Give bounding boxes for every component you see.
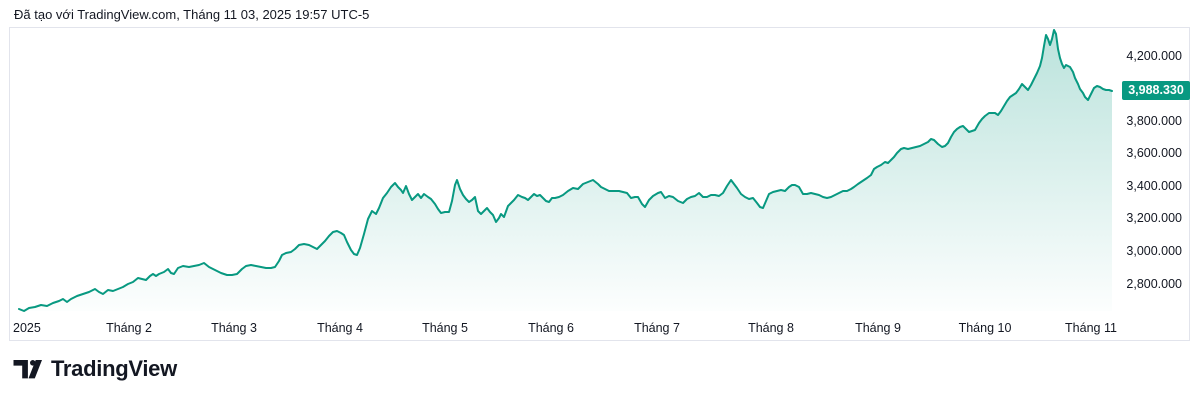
- last-price-badge: 3,988.330: [1122, 81, 1190, 100]
- x-axis-label: Tháng 8: [748, 321, 794, 335]
- x-axis-label: Tháng 4: [317, 321, 363, 335]
- x-axis-label: Tháng 10: [958, 321, 1012, 335]
- x-axis-label: Tháng 5: [422, 321, 468, 335]
- y-axis-label: 3,800.000: [1126, 114, 1182, 128]
- attribution-link[interactable]: Đã tạo với TradingView.com, Tháng 11 03,…: [14, 7, 370, 22]
- x-axis-label: Tháng 2: [106, 321, 152, 335]
- x-axis-label: Tháng 9: [855, 321, 901, 335]
- tradingview-logo-text: TradingView: [51, 356, 177, 381]
- tradingview-logo-icon: [13, 359, 42, 378]
- x-axis-label: Tháng 7: [634, 321, 680, 335]
- x-axis-label: Tháng 11: [1065, 321, 1117, 335]
- tradingview-logo-link[interactable]: TradingView: [13, 355, 177, 383]
- y-axis-label: 3,600.000: [1126, 146, 1182, 160]
- price-chart-plot-area[interactable]: [10, 28, 1189, 340]
- y-axis-label: 3,000.000: [1126, 244, 1182, 258]
- y-axis-label: 3,200.000: [1126, 211, 1182, 225]
- chart-widget-frame: 4,200.000 3,800.000 3,600.000 3,400.000 3,20…: [9, 27, 1190, 341]
- y-axis-label: 2,800.000: [1126, 277, 1182, 291]
- y-axis-label: 3,400.000: [1126, 179, 1182, 193]
- area-fill: [19, 30, 1112, 311]
- x-axis-label: Tháng 6: [528, 321, 574, 335]
- y-axis-label: 4,200.000: [1126, 49, 1182, 63]
- price-line: [18, 29, 1113, 312]
- x-axis-label: 2025: [13, 321, 41, 335]
- x-axis-label: Tháng 3: [211, 321, 257, 335]
